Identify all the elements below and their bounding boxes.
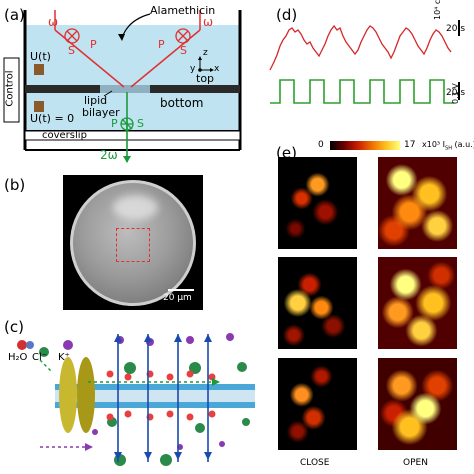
channel-left: [59, 357, 77, 433]
sh-image-open-1: [378, 157, 457, 249]
bilayer-highlight: [113, 195, 158, 220]
s-green: S: [137, 117, 144, 130]
sh-image-close-3: [278, 358, 357, 450]
time-top: 20 s: [446, 24, 466, 34]
panel-c: (c): [0, 312, 265, 474]
axis-x: x: [214, 64, 220, 74]
panel-d: (d) 10⁴ counts 20 s 0.1 V 20 s: [268, 0, 474, 110]
ut-label: U(t): [30, 50, 51, 63]
electrode-bottom: [34, 101, 44, 112]
traces: [269, 20, 460, 104]
coverslip-label: coverslip: [42, 130, 87, 141]
colorbar: [330, 141, 400, 150]
panel-a-label: (a): [4, 6, 25, 24]
panel-c-label: (c): [4, 318, 24, 336]
cl-label: Cl⁻: [32, 352, 48, 363]
region-of-interest: [116, 228, 150, 262]
scalebar-line: [168, 289, 194, 291]
polarizer-right: [175, 28, 191, 44]
micrograph: 20 μm: [63, 175, 203, 310]
coverslip-rect: [24, 130, 241, 141]
channel-right: [77, 357, 95, 433]
u0-label: U(t) = 0: [30, 112, 75, 125]
s-left: S: [68, 44, 75, 57]
col-open-label: OPEN: [403, 458, 428, 468]
p-left: P: [90, 38, 97, 51]
control-label: Control: [4, 70, 16, 107]
counts-scalebar: [458, 20, 460, 36]
volt-scalebar: [458, 82, 460, 100]
voltage-trace: [270, 79, 454, 104]
sh-image-close-1: [278, 157, 357, 249]
channel-diagram: [17, 333, 255, 466]
lipid-label: lipid: [84, 94, 108, 107]
field-lines: [117, 334, 209, 462]
sh-image-close-2: [278, 257, 357, 349]
polarizer-left: [64, 28, 80, 44]
setup-diagram: [3, 10, 242, 163]
lipid-bilayer: [100, 85, 150, 93]
p-green: P: [111, 117, 118, 130]
shg-trace: [269, 24, 452, 71]
s-right: S: [180, 44, 187, 57]
col-close-label: CLOSE: [300, 458, 330, 468]
electrode-top: [34, 64, 44, 75]
h2o-label: H₂O: [8, 352, 28, 363]
cbar-max: 17: [404, 140, 416, 150]
scalebar-label: 20 μm: [163, 293, 192, 303]
panel-e: (e) 0 17 x10³ ISH (a.u.) CLOSE OPEN: [268, 140, 474, 474]
bottom-label: bottom: [160, 96, 204, 110]
sh-image-open-2: [378, 257, 457, 349]
control-box: [3, 57, 20, 123]
omega-right: ω: [203, 15, 214, 29]
alamethicin-label: Alamethicin: [150, 4, 216, 17]
time-bottom: 20 s: [446, 88, 466, 98]
counts-unit: 10⁴ counts: [433, 0, 442, 20]
panel-a: (a): [0, 0, 265, 165]
p-right: P: [158, 38, 165, 51]
cbar-min: 0: [318, 140, 324, 150]
omega-left: ω: [48, 15, 59, 29]
cbar-unit: x10³ ISH (a.u.): [422, 140, 474, 152]
panel-d-label: (d): [276, 6, 298, 24]
two-omega-label: 2ω: [100, 148, 118, 162]
panel-b-label: (b): [4, 176, 26, 194]
k-label: K⁺: [58, 352, 70, 363]
axis-z: z: [203, 48, 208, 58]
sh-image-open-3: [378, 358, 457, 450]
axis-y: y: [190, 64, 196, 74]
bilayer-label: bilayer: [82, 106, 120, 119]
panel-b: (b) 20 μm: [0, 170, 265, 310]
top-label: top: [196, 72, 215, 85]
